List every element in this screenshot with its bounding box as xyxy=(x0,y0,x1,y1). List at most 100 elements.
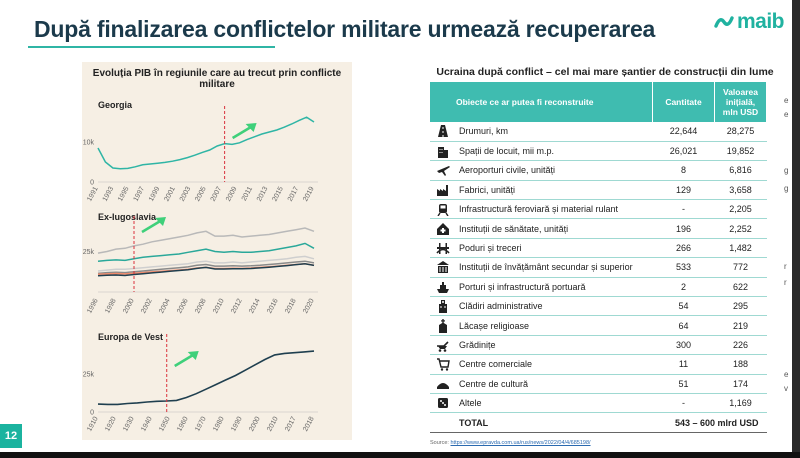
row-quantity: 533 xyxy=(652,257,715,278)
row-icon-cell xyxy=(430,160,456,181)
y-tick-label: 25k xyxy=(83,371,95,378)
x-tick-label: 1990 xyxy=(230,416,244,433)
x-tick-label: 2003 xyxy=(179,186,193,203)
x-tick-label: 2006 xyxy=(176,298,190,315)
x-tick-label: 1999 xyxy=(148,186,162,203)
table-row: Grădinițe 300 226 xyxy=(430,335,767,356)
row-icon-cell xyxy=(430,393,456,414)
x-tick-label: 2011 xyxy=(241,186,254,203)
slide-title: După finalizarea conflictelor militare u… xyxy=(34,16,656,42)
row-quantity: - xyxy=(652,393,715,414)
school-icon xyxy=(437,261,449,274)
x-tick-label: 1940 xyxy=(140,416,154,433)
row-quantity: 266 xyxy=(652,238,715,259)
header-object: Obiecte ce ar putea fi reconstruite xyxy=(430,82,653,122)
x-tick-label: 1980 xyxy=(212,416,226,433)
cart-icon xyxy=(437,358,450,372)
source-link[interactable]: https://www.epravda.com.ua/rus/news/2022… xyxy=(450,440,591,446)
row-label: Poduri și treceri xyxy=(456,238,653,259)
row-quantity: 54 xyxy=(652,296,715,317)
x-tick-label: 2002 xyxy=(140,298,154,315)
x-tick-label: 1991 xyxy=(86,186,100,203)
growth-arrow-icon xyxy=(174,352,196,368)
church-icon xyxy=(439,318,447,333)
table-row: Centre de cultură 51 174 xyxy=(430,374,767,394)
row-quantity: 64 xyxy=(652,315,715,336)
table-row: Spații de locuit, mii m.p. 26,021 19,852 xyxy=(430,141,767,162)
admin-building-icon xyxy=(439,300,447,314)
table-row: Altele -1,169 xyxy=(430,393,767,414)
row-value: 295 xyxy=(714,296,767,317)
row-icon-cell xyxy=(430,374,456,394)
x-tick-label: 2004 xyxy=(158,298,172,315)
series-line-1-0 xyxy=(97,227,315,254)
growth-arrow-head-icon xyxy=(245,123,257,132)
x-tick-label: 2012 xyxy=(230,298,244,315)
y-tick-label: 0 xyxy=(90,180,94,187)
edge-character: v xyxy=(784,384,788,393)
gdp-panel-title: Evoluția PIB în regiunile care au trecut… xyxy=(92,68,342,90)
row-value: 188 xyxy=(714,354,767,375)
x-tick-label: 2001 xyxy=(163,186,177,203)
x-tick-label: 1920 xyxy=(104,416,118,433)
row-quantity: 129 xyxy=(652,180,715,201)
title-underline xyxy=(28,46,275,48)
y-tick-label: 25k xyxy=(83,249,95,256)
table-row: Fabrici, unități 129 3,658 xyxy=(430,180,767,201)
row-value: 1,482 xyxy=(714,238,767,259)
table-row: Centre comerciale 11 188 xyxy=(430,354,767,375)
row-quantity: 11 xyxy=(652,354,715,375)
x-tick-label: 2013 xyxy=(256,186,270,203)
factory-icon xyxy=(437,184,448,196)
row-label: Spații de locuit, mii m.p. xyxy=(456,141,653,162)
row-value: 219 xyxy=(714,315,767,336)
x-tick-label: 2017 xyxy=(284,416,298,433)
total-icon-cell xyxy=(430,412,456,433)
row-value: 174 xyxy=(714,374,767,394)
row-quantity: 2 xyxy=(652,277,715,298)
table-row: Poduri și treceri 266 1,482 xyxy=(430,238,767,259)
x-tick-label: 2016 xyxy=(266,298,280,315)
header-quantity: Cantitate xyxy=(652,82,715,122)
row-label: Clădiri administrative xyxy=(456,296,653,317)
growth-arrow-icon xyxy=(141,218,163,234)
table-row: Lăcașe religioase 64 219 xyxy=(430,315,767,336)
row-icon-cell xyxy=(430,122,456,142)
edge-character: e xyxy=(784,110,789,119)
row-value: 2,205 xyxy=(714,199,767,220)
hospital-icon xyxy=(437,222,449,235)
row-quantity: 22,644 xyxy=(652,122,715,142)
series-line-1-5 xyxy=(97,263,315,277)
y-tick-label: 10k xyxy=(83,140,95,147)
row-label: Instituții de învățământ secundar și sup… xyxy=(456,257,653,278)
road-icon xyxy=(438,125,448,138)
row-value: 622 xyxy=(714,277,767,298)
table-row: Clădiri administrative 54 295 xyxy=(430,296,767,317)
row-label: Drumuri, km xyxy=(456,122,653,142)
row-value: 28,275 xyxy=(714,122,767,142)
row-label: Infrastructură feroviară și material rul… xyxy=(456,199,653,220)
edge-character: g xyxy=(784,184,789,193)
row-quantity: 300 xyxy=(652,335,715,356)
bottom-edge-strip xyxy=(0,452,800,458)
row-quantity: - xyxy=(652,199,715,220)
row-value: 2,252 xyxy=(714,218,767,239)
table-row: Instituții de învățământ secundar și sup… xyxy=(430,257,767,278)
row-icon-cell xyxy=(430,296,456,317)
x-tick-label: 2018 xyxy=(284,298,298,315)
page-number: 12 xyxy=(0,424,22,448)
x-tick-label: 2015 xyxy=(271,186,285,203)
x-tick-label: 1930 xyxy=(122,416,136,433)
x-tick-label: 2009 xyxy=(225,186,239,203)
total-value: 543 – 600 mlrd USD xyxy=(652,412,767,433)
x-tick-label: 2007 xyxy=(210,186,224,203)
table-row: Porturi și infrastructură portuară 2 622 xyxy=(430,277,767,298)
row-value: 772 xyxy=(714,257,767,278)
airplane-icon xyxy=(437,166,450,177)
table-header-row: Obiecte ce ar putea fi reconstruite Cant… xyxy=(430,82,767,122)
row-label: Fabrici, unități xyxy=(456,180,653,201)
edge-character: r xyxy=(784,262,787,271)
row-icon-cell xyxy=(430,199,456,220)
x-tick-label: 2000 xyxy=(248,416,262,433)
x-tick-label: 2014 xyxy=(248,298,262,315)
